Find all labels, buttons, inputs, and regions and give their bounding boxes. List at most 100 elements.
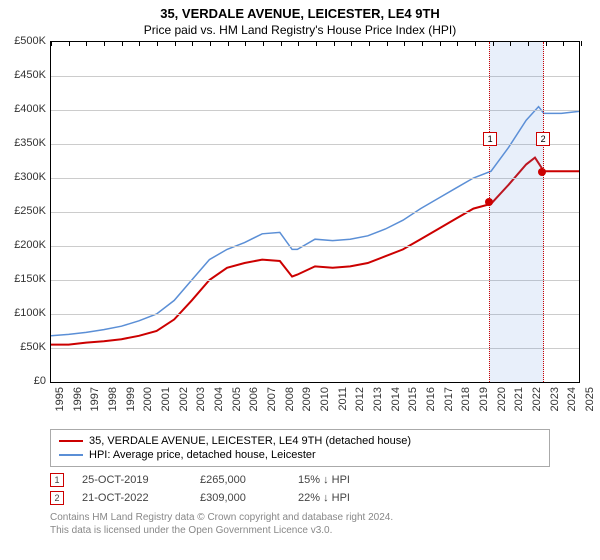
y-tick-label: £200K <box>0 239 46 251</box>
x-tick <box>139 41 140 46</box>
x-tick-label: 1995 <box>54 387 66 411</box>
legend-label: HPI: Average price, detached house, Leic… <box>89 449 316 461</box>
x-tick <box>210 41 211 46</box>
x-tick <box>298 41 299 46</box>
x-tick-label: 2024 <box>566 387 578 411</box>
x-tick <box>51 41 52 46</box>
x-tick-label: 2020 <box>496 387 508 411</box>
x-tick <box>528 41 529 46</box>
y-tick-label: £250K <box>0 205 46 217</box>
x-tick-label: 2018 <box>460 387 472 411</box>
sale-marker: 1 <box>483 132 497 146</box>
x-tick <box>457 41 458 46</box>
sale-date: 25-OCT-2019 <box>82 474 182 486</box>
y-tick-label: £350K <box>0 137 46 149</box>
legend-box: 35, VERDALE AVENUE, LEICESTER, LE4 9TH (… <box>50 429 550 467</box>
x-tick <box>581 41 582 46</box>
x-tick-label: 2005 <box>231 387 243 411</box>
sale-point-dot <box>485 198 493 206</box>
x-tick-label: 2001 <box>160 387 172 411</box>
legend-item: HPI: Average price, detached house, Leic… <box>59 448 541 462</box>
legend-swatch <box>59 440 83 442</box>
sale-num-box: 1 <box>50 473 64 487</box>
sale-num-box: 2 <box>50 491 64 505</box>
sale-row: 2 21-OCT-2022 £309,000 22% ↓ HPI <box>50 489 550 507</box>
legend-item: 35, VERDALE AVENUE, LEICESTER, LE4 9TH (… <box>59 434 541 448</box>
sale-diff: 22% ↓ HPI <box>298 492 398 504</box>
legend-swatch <box>59 454 83 456</box>
x-tick <box>192 41 193 46</box>
x-tick <box>475 41 476 46</box>
x-tick <box>369 41 370 46</box>
x-tick <box>546 41 547 46</box>
x-tick <box>245 41 246 46</box>
x-tick-label: 1999 <box>125 387 137 411</box>
sale-date: 21-OCT-2022 <box>82 492 182 504</box>
x-tick-label: 2022 <box>531 387 543 411</box>
x-tick <box>563 41 564 46</box>
x-tick <box>228 41 229 46</box>
x-tick <box>69 41 70 46</box>
x-tick-label: 2014 <box>390 387 402 411</box>
sale-price: £309,000 <box>200 492 280 504</box>
sale-point-dot <box>538 168 546 176</box>
x-tick-label: 1996 <box>72 387 84 411</box>
x-tick-label: 2000 <box>142 387 154 411</box>
chart-plot-area: 12 <box>50 41 580 383</box>
x-tick <box>510 41 511 46</box>
y-tick-label: £450K <box>0 69 46 81</box>
x-tick-label: 2017 <box>443 387 455 411</box>
sale-marker: 2 <box>536 132 550 146</box>
sale-diff: 15% ↓ HPI <box>298 474 398 486</box>
y-tick-label: £300K <box>0 171 46 183</box>
x-tick-label: 1998 <box>107 387 119 411</box>
sale-price: £265,000 <box>200 474 280 486</box>
sales-table: 1 25-OCT-2019 £265,000 15% ↓ HPI 2 21-OCT-202… <box>50 471 550 507</box>
x-tick <box>316 41 317 46</box>
x-tick <box>493 41 494 46</box>
x-tick <box>387 41 388 46</box>
x-tick-label: 2023 <box>549 387 561 411</box>
x-tick <box>263 41 264 46</box>
x-tick-label: 2010 <box>319 387 331 411</box>
x-tick <box>281 41 282 46</box>
y-tick-label: £400K <box>0 103 46 115</box>
x-tick <box>175 41 176 46</box>
x-tick-label: 2016 <box>425 387 437 411</box>
x-tick <box>157 41 158 46</box>
x-tick <box>86 41 87 46</box>
footnote-line: Contains HM Land Registry data © Crown c… <box>50 511 550 524</box>
x-tick-label: 2007 <box>266 387 278 411</box>
highlight-band <box>489 42 544 382</box>
x-tick-label: 1997 <box>89 387 101 411</box>
y-tick-label: £50K <box>0 341 46 353</box>
x-tick-label: 2006 <box>248 387 260 411</box>
footnote: Contains HM Land Registry data © Crown c… <box>50 511 550 537</box>
x-tick <box>334 41 335 46</box>
y-tick-label: £500K <box>0 35 46 47</box>
x-tick <box>104 41 105 46</box>
x-tick-label: 2025 <box>584 387 596 411</box>
x-tick-label: 2002 <box>178 387 190 411</box>
x-tick <box>422 41 423 46</box>
page-subtitle: Price paid vs. HM Land Registry's House … <box>0 21 600 41</box>
x-tick <box>440 41 441 46</box>
legend-label: 35, VERDALE AVENUE, LEICESTER, LE4 9TH (… <box>89 435 411 447</box>
x-axis-labels: 1995 1996 1997 1998 1999 2000 2001 2002 2003 2004… <box>50 383 580 423</box>
x-tick-label: 2019 <box>478 387 490 411</box>
x-tick <box>351 41 352 46</box>
x-tick-label: 2021 <box>513 387 525 411</box>
y-tick-label: £150K <box>0 273 46 285</box>
x-tick-label: 2009 <box>301 387 313 411</box>
y-tick-label: £100K <box>0 307 46 319</box>
x-tick-label: 2008 <box>284 387 296 411</box>
x-tick-label: 2012 <box>354 387 366 411</box>
x-tick-label: 2011 <box>337 387 349 411</box>
sale-row: 1 25-OCT-2019 £265,000 15% ↓ HPI <box>50 471 550 489</box>
x-tick-label: 2003 <box>195 387 207 411</box>
footnote-line: This data is licensed under the Open Gov… <box>50 524 550 537</box>
x-tick-label: 2015 <box>407 387 419 411</box>
x-tick <box>122 41 123 46</box>
x-tick-label: 2013 <box>372 387 384 411</box>
x-tick-label: 2004 <box>213 387 225 411</box>
